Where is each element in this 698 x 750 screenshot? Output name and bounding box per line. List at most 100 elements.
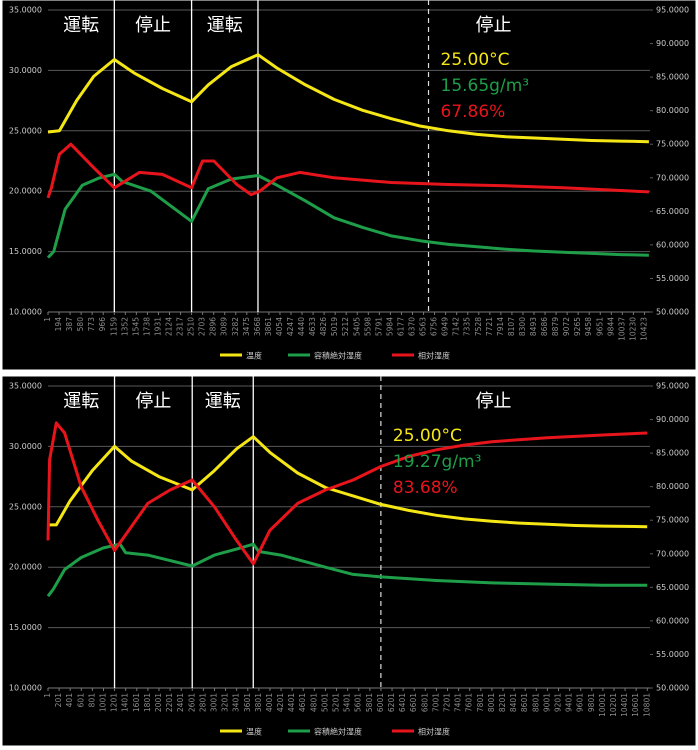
x-tick-label: 201 xyxy=(54,693,63,708)
x-tick-label: 7142 xyxy=(452,317,461,336)
readout: 25.00°C xyxy=(393,426,462,446)
x-tick-label: 4247 xyxy=(286,317,295,336)
y2-tick-label: 95.0000 xyxy=(656,382,689,391)
x-tick-label: 5791 xyxy=(374,317,383,336)
phase-label: 停止 xyxy=(475,391,511,412)
x-tick-label: 3801 xyxy=(254,693,263,712)
x-tick-label: 1801 xyxy=(143,693,152,712)
x-tick-label: 1545 xyxy=(131,317,140,336)
x-tick-label: 3475 xyxy=(242,317,251,336)
x-tick-label: 2703 xyxy=(198,317,207,336)
x-tick-label: 10037 xyxy=(617,317,626,341)
readout: 15.65g/m³ xyxy=(441,76,530,96)
y2-tick-label: 90.0000 xyxy=(656,415,689,424)
legend-label: 容積絶対湿度 xyxy=(314,727,362,737)
phase-label: 運転 xyxy=(205,391,241,412)
x-tick-label: 9844 xyxy=(606,317,615,336)
y-tick-label: 30.0000 xyxy=(9,66,42,75)
readout: 19.27g/m³ xyxy=(393,452,482,472)
phase-label: 運転 xyxy=(63,15,99,36)
x-tick-label: 3861 xyxy=(264,317,273,336)
x-tick-label: 9401 xyxy=(565,693,574,712)
y2-tick-label: 95.0000 xyxy=(656,6,689,15)
y-tick-label: 15.0000 xyxy=(9,247,42,256)
x-tick-label: 4801 xyxy=(309,693,318,712)
x-tick-label: 10001 xyxy=(598,693,607,717)
x-tick-label: 5405 xyxy=(352,317,361,336)
phase-label: 停止 xyxy=(135,391,171,412)
readout: 83.68% xyxy=(393,478,458,498)
x-tick-label: 387 xyxy=(65,317,74,332)
x-tick-label: 4826 xyxy=(319,317,328,336)
x-tick-label: 5984 xyxy=(385,317,394,336)
x-tick-label: 2201 xyxy=(165,693,174,712)
x-tick-label: 601 xyxy=(76,693,85,708)
y2-tick-label: 60.0000 xyxy=(656,616,689,625)
x-tick-label: 6563 xyxy=(419,317,428,336)
x-tick-label: 6949 xyxy=(441,317,450,336)
phase-label: 停止 xyxy=(475,15,511,36)
series-line xyxy=(46,542,648,598)
x-tick-label: 8493 xyxy=(529,317,538,336)
x-tick-label: 6370 xyxy=(407,317,416,336)
x-tick-label: 8879 xyxy=(551,317,560,336)
x-tick-label: 5212 xyxy=(341,317,350,336)
y-tick-label: 10.0000 xyxy=(9,308,42,317)
x-tick-label: 6401 xyxy=(398,693,407,712)
x-tick-label: 6756 xyxy=(430,317,439,336)
x-tick-label: 9801 xyxy=(587,693,596,712)
series-line xyxy=(47,53,649,144)
x-tick-label: 6177 xyxy=(396,317,405,336)
x-tick-label: 1 xyxy=(43,317,52,322)
x-tick-label: 194 xyxy=(54,317,63,332)
x-tick-label: 9601 xyxy=(576,693,585,712)
x-tick-label: 3401 xyxy=(232,693,241,712)
phase-label: 運転 xyxy=(207,15,243,36)
x-tick-label: 2401 xyxy=(176,693,185,712)
readout: 25.00°C xyxy=(441,50,510,70)
y2-tick-label: 50.0000 xyxy=(656,308,689,317)
y2-tick-label: 55.0000 xyxy=(656,650,689,659)
legend-label: 相対湿度 xyxy=(418,351,450,361)
x-tick-label: 1931 xyxy=(153,317,162,336)
y-tick-label: 25.0000 xyxy=(9,126,42,135)
x-tick-label: 401 xyxy=(65,693,74,708)
legend-label: 容積絶対湿度 xyxy=(314,351,362,361)
y2-tick-label: 70.0000 xyxy=(656,549,689,558)
background xyxy=(1,0,697,370)
x-tick-label: 2317 xyxy=(176,317,185,336)
y-tick-label: 10.0000 xyxy=(9,684,42,693)
x-tick-label: 580 xyxy=(76,317,85,332)
x-tick-label: 4054 xyxy=(275,317,284,336)
x-tick-label: 10601 xyxy=(631,693,640,717)
phase-label: 運転 xyxy=(63,391,99,412)
x-tick-label: 7914 xyxy=(496,317,505,336)
x-tick-label: 10201 xyxy=(609,693,618,717)
x-tick-label: 966 xyxy=(98,317,107,332)
x-tick-label: 10801 xyxy=(642,693,651,717)
x-tick-label: 4633 xyxy=(308,317,317,336)
y-tick-label: 15.0000 xyxy=(9,623,42,632)
y2-tick-label: 65.0000 xyxy=(656,207,689,216)
y2-tick-label: 85.0000 xyxy=(656,73,689,82)
x-tick-label: 2510 xyxy=(187,317,196,336)
x-tick-label: 4401 xyxy=(287,693,296,712)
x-tick-label: 9072 xyxy=(562,317,571,336)
x-tick-label: 7201 xyxy=(443,693,452,712)
chart: 10.0000 15.0000 20.0000 25.0000 30.0000 35.00… xyxy=(1,376,697,746)
y2-tick-label: 65.0000 xyxy=(656,583,689,592)
chart: 10.0000 15.0000 20.0000 25.0000 30.0000 35.00… xyxy=(1,0,697,370)
x-tick-label: 10423 xyxy=(639,317,648,341)
y2-tick-label: 70.0000 xyxy=(656,173,689,182)
x-tick-label: 7801 xyxy=(476,693,485,712)
x-tick-label: 1001 xyxy=(98,693,107,712)
x-tick-label: 8686 xyxy=(540,317,549,336)
legend-label: 温度 xyxy=(246,351,262,361)
x-tick-label: 7335 xyxy=(463,317,472,336)
x-tick-label: 9458 xyxy=(584,317,593,336)
y-tick-label: 20.0000 xyxy=(9,187,42,196)
x-tick-label: 3282 xyxy=(231,317,240,336)
y2-tick-label: 75.0000 xyxy=(656,140,689,149)
x-tick-label: 3601 xyxy=(243,693,252,712)
x-tick-label: 8001 xyxy=(487,693,496,712)
